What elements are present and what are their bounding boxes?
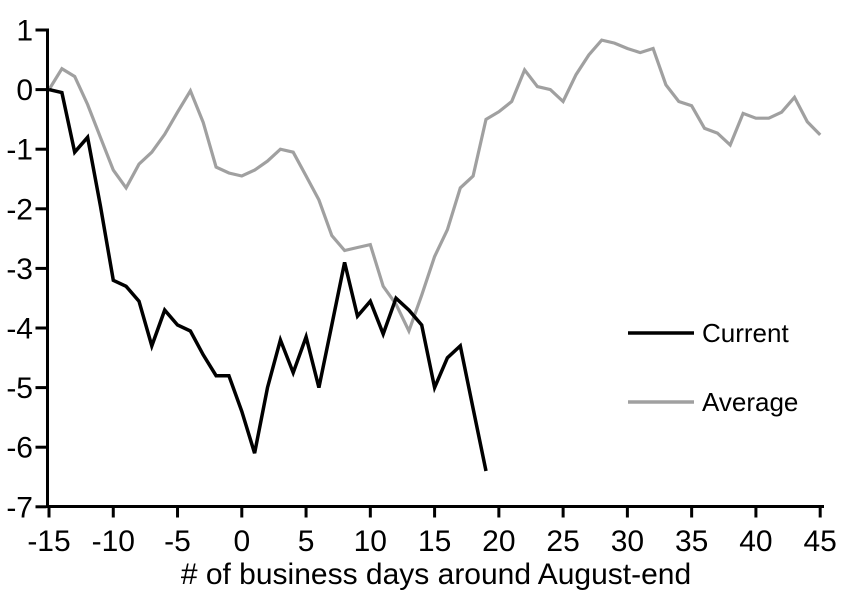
x-tick-label: 15 [418,525,451,558]
x-tick-label: -5 [164,525,191,558]
y-tick-label: -1 [6,134,33,167]
x-tick-label: 40 [739,525,772,558]
y-tick-label: -4 [6,313,33,346]
y-tick-label: -6 [6,432,33,465]
x-tick-label: 10 [354,525,387,558]
series-current-line [48,87,488,472]
legend-average-label: Average [702,387,798,417]
y-tick-label: 0 [16,74,33,107]
y-tick-label: -7 [6,491,33,524]
x-tick-label: 5 [298,525,315,558]
y-tick-label: -5 [6,372,33,405]
axis-layer: 10-1-2-3-4-5-6-7-15 -10 -5 0 5 10 15 20 25 30 35 40… [6,15,837,559]
legend-current-label: Current [702,318,789,348]
x-tick-label: 30 [611,525,644,558]
series-layer [47,38,822,472]
legend: Current Average [628,318,798,417]
y-tick-label: -2 [6,193,33,226]
x-axis-title: # of business days around August-end [181,558,691,591]
series-average-line [47,38,822,336]
y-tick-label: -3 [6,253,33,286]
x-tick-label: 35 [675,525,708,558]
y-tick-label: 1 [16,15,33,48]
x-tick-label: 0 [233,525,250,558]
x-tick-label: -15 [27,525,70,558]
x-tick-label: 25 [546,525,579,558]
x-tick-label: 20 [482,525,515,558]
x-tick-label: 45 [803,525,836,558]
x-tick-label: -10 [92,525,135,558]
